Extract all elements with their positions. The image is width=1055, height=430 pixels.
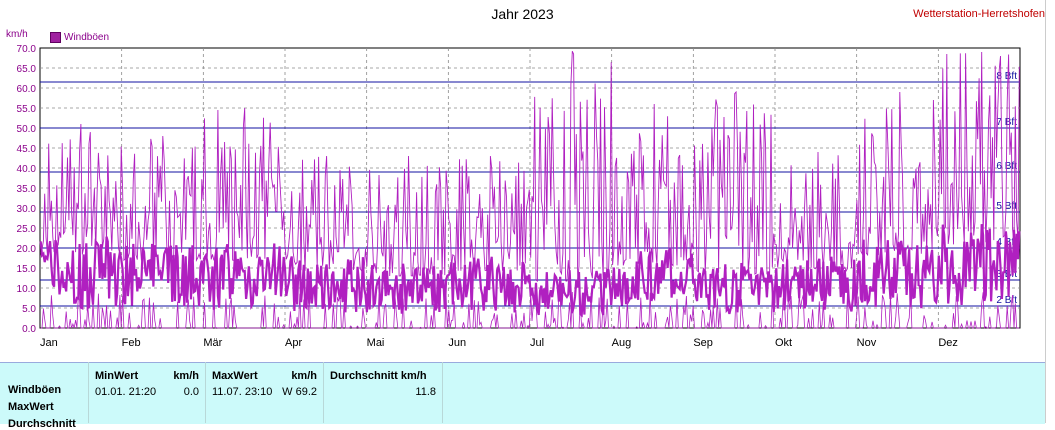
beaufort-label: 5 Bft: [996, 201, 1017, 212]
chart-title: Jahr 2023: [491, 6, 554, 22]
beaufort-label: 8 Bft: [996, 71, 1017, 82]
x-tick-label: Jul: [530, 337, 544, 349]
min-value: 0.0: [183, 386, 199, 398]
y-tick-label: 15.0: [17, 264, 37, 275]
y-tick-label: 70.0: [17, 44, 37, 55]
legend-swatch: [50, 32, 61, 43]
y-tick-label: 35.0: [17, 184, 37, 195]
y-tick-label: 10.0: [17, 284, 37, 295]
plot-area: 0.0 5.0 10.0 15.0 20.0 25.0 30.0 35.0 40.0 45.0 50…: [17, 44, 1021, 349]
series-mean-line: [39, 224, 1021, 318]
row-label-maxwert: MaxWert: [8, 401, 54, 413]
y-tick-label: 65.0: [17, 64, 37, 75]
station-name: Wetterstation-Herretshofen: [913, 8, 1045, 20]
series-max-line: [40, 51, 1020, 282]
x-tick-label: Feb: [122, 337, 141, 349]
avg-value: 11.8: [415, 386, 436, 398]
y-tick-label: 45.0: [17, 144, 37, 155]
series-min-line: [40, 291, 1020, 330]
x-tick-label: Aug: [612, 337, 632, 349]
avg-header: Durchschnitt km/h: [330, 370, 427, 382]
x-tick-label: Nov: [857, 337, 877, 349]
y-tick-label: 55.0: [17, 104, 37, 115]
beaufort-label: 3 Bft: [996, 269, 1017, 280]
x-tick-label: Dez: [938, 337, 958, 349]
y-tick-label: 60.0: [17, 84, 37, 95]
avg-column: Durchschnitt km/h 11.8: [323, 362, 443, 423]
max-date: 11.07. 23:10: [212, 386, 273, 398]
y-tick-label: 50.0: [17, 124, 37, 135]
min-header: MinWert: [95, 370, 139, 382]
min-column: MinWert km/h 01.01. 21:20 0.0: [88, 362, 205, 423]
y-tick-label: 0.0: [22, 324, 36, 335]
y-tick-label: 5.0: [22, 304, 36, 315]
y-unit-label: km/h: [6, 29, 28, 40]
legend-label: Windböen: [64, 32, 110, 43]
min-unit: km/h: [173, 370, 199, 382]
min-date: 01.01. 21:20: [95, 386, 157, 398]
x-tick-label: Sep: [693, 337, 713, 349]
x-tick-label: Mär: [203, 337, 222, 349]
x-tick-label: Apr: [285, 337, 302, 349]
stats-panel: [0, 362, 1045, 424]
x-tick-label: Jan: [40, 337, 58, 349]
max-unit: km/h: [291, 370, 317, 382]
window-edge: [1045, 0, 1055, 423]
y-tick-label: 30.0: [17, 204, 37, 215]
x-tick-label: Mai: [367, 337, 385, 349]
y-tick-label: 25.0: [17, 224, 37, 235]
beaufort-label: 2 Bft: [996, 295, 1017, 306]
row-label-windboeen: Windböen: [8, 384, 62, 396]
max-value: W 69.2: [282, 386, 317, 398]
max-header: MaxWert: [212, 370, 258, 382]
legend: Windböen: [50, 32, 109, 43]
max-column: MaxWert km/h 11.07. 23:10 W 69.2: [205, 362, 323, 423]
x-tick-label: Jun: [448, 337, 466, 349]
row-label-durchschnitt: Durchschnitt: [8, 418, 76, 430]
x-tick-label: Okt: [775, 337, 792, 349]
y-tick-label: 20.0: [17, 244, 37, 255]
y-tick-label: 40.0: [17, 164, 37, 175]
